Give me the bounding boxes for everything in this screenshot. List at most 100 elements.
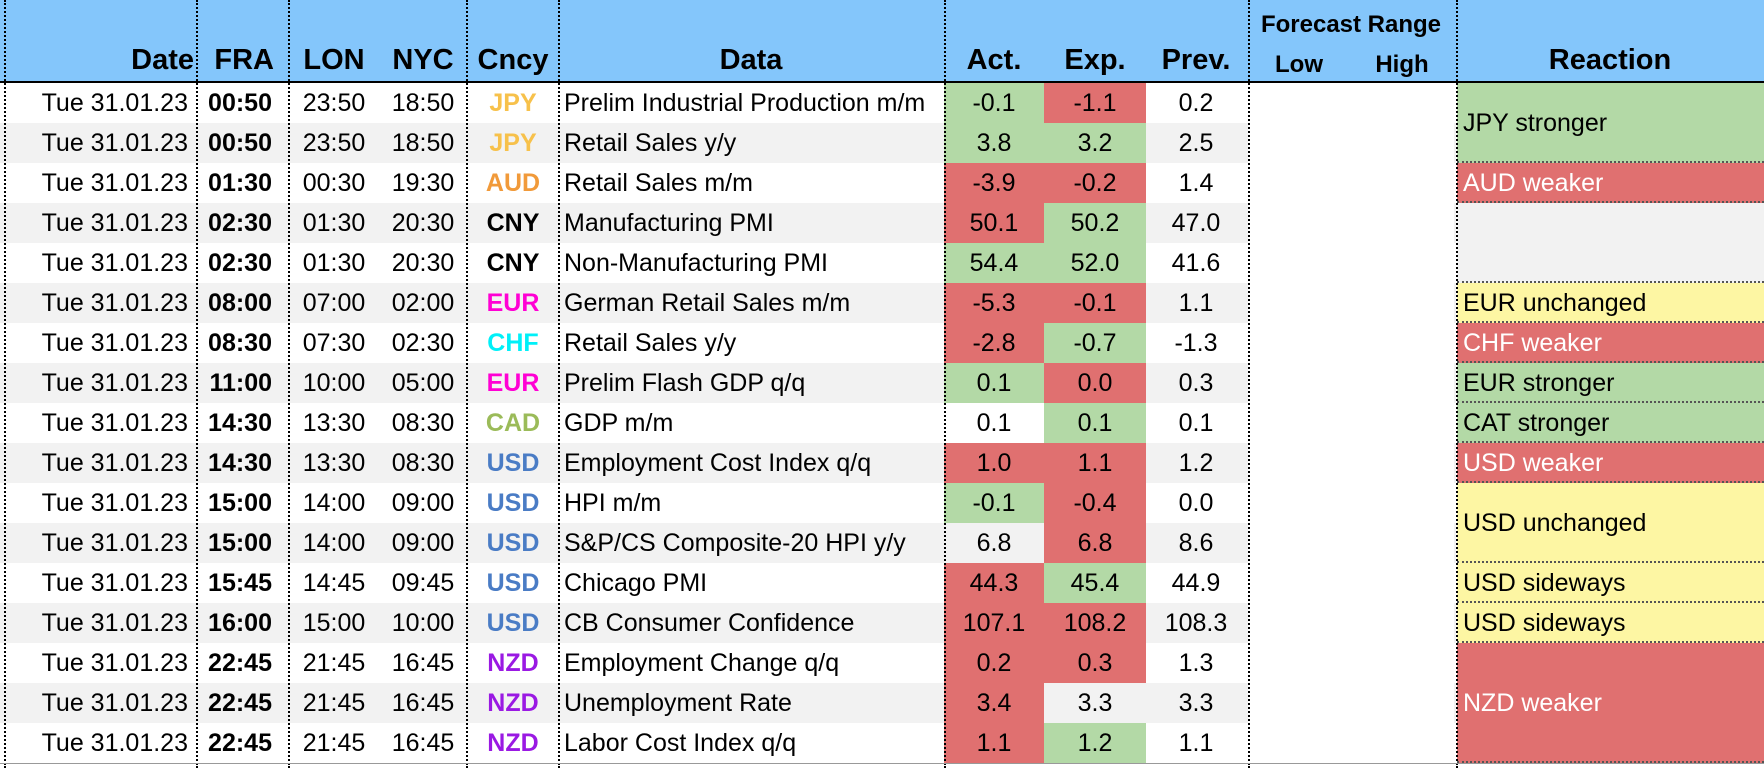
cell-forecast-low[interactable] bbox=[1248, 563, 1350, 603]
cell-forecast-low[interactable] bbox=[1248, 163, 1350, 203]
cell-exp[interactable]: 3.3 bbox=[1077, 689, 1113, 717]
cell-act[interactable]: -5.3 bbox=[944, 283, 1044, 323]
cell-prev[interactable]: 1.1 bbox=[1178, 289, 1214, 317]
cell-fra[interactable]: 08:00 bbox=[208, 289, 272, 317]
cell-data[interactable]: Chicago PMI bbox=[564, 569, 708, 597]
cell-fra[interactable]: 01:30 bbox=[208, 169, 272, 197]
cell-cncy[interactable]: CAD bbox=[485, 409, 541, 437]
table-row[interactable] bbox=[0, 123, 1456, 163]
cell-fra[interactable]: 16:00 bbox=[208, 609, 272, 637]
cell-nyc[interactable]: 02:00 bbox=[391, 289, 455, 317]
cell-exp[interactable]: 6.8 bbox=[1044, 523, 1146, 563]
cell-date[interactable]: Tue 31.01.23 bbox=[41, 249, 188, 277]
cell-fra[interactable]: 08:30 bbox=[208, 329, 272, 357]
table-row[interactable] bbox=[0, 523, 1456, 563]
cell-lon[interactable]: 14:45 bbox=[302, 569, 366, 597]
cell-lon[interactable]: 14:00 bbox=[302, 529, 366, 557]
cell-nyc[interactable]: 05:00 bbox=[391, 369, 455, 397]
cell-exp[interactable]: 0.0 bbox=[1044, 363, 1146, 403]
header-act[interactable]: Act. bbox=[966, 44, 1022, 76]
reaction-cell[interactable]: NZD weaker bbox=[1457, 643, 1764, 763]
cell-cncy[interactable]: NZD bbox=[487, 729, 539, 757]
cell-forecast-high[interactable] bbox=[1350, 363, 1454, 403]
cell-forecast-high[interactable] bbox=[1350, 683, 1454, 723]
cell-nyc[interactable]: 16:45 bbox=[391, 689, 455, 717]
table-row[interactable] bbox=[0, 203, 1456, 243]
cell-exp[interactable]: 1.2 bbox=[1044, 723, 1146, 763]
cell-exp[interactable]: 1.1 bbox=[1044, 443, 1146, 483]
header-high[interactable]: High bbox=[1375, 51, 1429, 78]
table-row[interactable] bbox=[0, 483, 1456, 523]
cell-prev[interactable]: 1.1 bbox=[1178, 729, 1214, 757]
cell-act[interactable]: 54.4 bbox=[944, 243, 1044, 283]
cell-exp[interactable]: 3.2 bbox=[1044, 123, 1146, 163]
cell-data[interactable]: Manufacturing PMI bbox=[564, 209, 774, 237]
cell-act[interactable]: 0.1 bbox=[976, 409, 1012, 437]
cell-date[interactable]: Tue 31.01.23 bbox=[41, 89, 188, 117]
cell-forecast-low[interactable] bbox=[1248, 83, 1350, 123]
cell-lon[interactable]: 07:00 bbox=[302, 289, 366, 317]
cell-exp[interactable]: 52.0 bbox=[1044, 243, 1146, 283]
cell-forecast-low[interactable] bbox=[1248, 363, 1350, 403]
cell-cncy[interactable]: USD bbox=[486, 489, 540, 517]
cell-cncy[interactable]: CHF bbox=[487, 329, 539, 357]
cell-prev[interactable]: 0.2 bbox=[1178, 89, 1214, 117]
cell-date[interactable]: Tue 31.01.23 bbox=[41, 569, 188, 597]
cell-nyc[interactable]: 16:45 bbox=[391, 649, 455, 677]
cell-forecast-low[interactable] bbox=[1248, 643, 1350, 683]
cell-forecast-high[interactable] bbox=[1350, 723, 1454, 763]
table-row[interactable] bbox=[0, 283, 1456, 323]
cell-fra[interactable]: 15:45 bbox=[208, 569, 272, 597]
cell-date[interactable]: Tue 31.01.23 bbox=[41, 169, 188, 197]
cell-date[interactable]: Tue 31.01.23 bbox=[41, 289, 188, 317]
cell-lon[interactable]: 21:45 bbox=[302, 689, 366, 717]
cell-data[interactable]: S&P/CS Composite-20 HPI y/y bbox=[564, 529, 906, 557]
cell-nyc[interactable]: 18:50 bbox=[391, 89, 455, 117]
cell-cncy[interactable]: JPY bbox=[489, 129, 537, 157]
cell-prev[interactable]: 1.4 bbox=[1178, 169, 1214, 197]
cell-lon[interactable]: 15:00 bbox=[302, 609, 366, 637]
cell-forecast-high[interactable] bbox=[1350, 203, 1454, 243]
cell-date[interactable]: Tue 31.01.23 bbox=[41, 409, 188, 437]
cell-prev[interactable]: 0.1 bbox=[1178, 409, 1214, 437]
cell-nyc[interactable]: 20:30 bbox=[391, 209, 455, 237]
cell-nyc[interactable]: 02:30 bbox=[391, 329, 455, 357]
reaction-cell[interactable]: CHF weaker bbox=[1457, 323, 1764, 363]
cell-lon[interactable]: 07:30 bbox=[302, 329, 366, 357]
cell-nyc[interactable]: 09:45 bbox=[391, 569, 455, 597]
cell-act[interactable]: 1.1 bbox=[944, 723, 1044, 763]
cell-prev[interactable]: 41.6 bbox=[1171, 249, 1221, 277]
cell-act[interactable]: 3.8 bbox=[944, 123, 1044, 163]
cell-cncy[interactable]: JPY bbox=[489, 89, 537, 117]
cell-exp[interactable]: 0.1 bbox=[1044, 403, 1146, 443]
cell-forecast-high[interactable] bbox=[1350, 563, 1454, 603]
header-nyc[interactable]: NYC bbox=[392, 44, 454, 76]
cell-data[interactable]: Employment Cost Index q/q bbox=[564, 449, 872, 477]
reaction-cell[interactable]: CAT stronger bbox=[1457, 403, 1764, 443]
cell-exp[interactable]: 108.2 bbox=[1044, 603, 1146, 643]
cell-forecast-high[interactable] bbox=[1350, 283, 1454, 323]
cell-lon[interactable]: 23:50 bbox=[302, 89, 366, 117]
cell-cncy[interactable]: AUD bbox=[485, 169, 541, 197]
header-fra[interactable]: FRA bbox=[214, 44, 274, 76]
table-row[interactable] bbox=[0, 603, 1456, 643]
cell-fra[interactable]: 15:00 bbox=[208, 529, 272, 557]
cell-forecast-high[interactable] bbox=[1350, 83, 1454, 123]
cell-nyc[interactable]: 20:30 bbox=[391, 249, 455, 277]
cell-fra[interactable]: 02:30 bbox=[208, 249, 272, 277]
cell-forecast-low[interactable] bbox=[1248, 523, 1350, 563]
cell-lon[interactable]: 00:30 bbox=[302, 169, 366, 197]
cell-date[interactable]: Tue 31.01.23 bbox=[41, 129, 188, 157]
cell-prev[interactable]: 1.3 bbox=[1178, 649, 1214, 677]
cell-cncy[interactable]: USD bbox=[486, 529, 540, 557]
cell-fra[interactable]: 00:50 bbox=[208, 129, 272, 157]
cell-date[interactable]: Tue 31.01.23 bbox=[41, 729, 188, 757]
cell-lon[interactable]: 01:30 bbox=[302, 209, 366, 237]
reaction-cell[interactable]: USD unchanged bbox=[1457, 483, 1764, 563]
cell-nyc[interactable]: 09:00 bbox=[391, 529, 455, 557]
cell-forecast-high[interactable] bbox=[1350, 123, 1454, 163]
cell-data[interactable]: Prelim Flash GDP q/q bbox=[564, 369, 806, 397]
cell-exp[interactable]: 45.4 bbox=[1044, 563, 1146, 603]
cell-data[interactable]: Retail Sales y/y bbox=[564, 129, 737, 157]
cell-exp[interactable]: -0.1 bbox=[1044, 283, 1146, 323]
